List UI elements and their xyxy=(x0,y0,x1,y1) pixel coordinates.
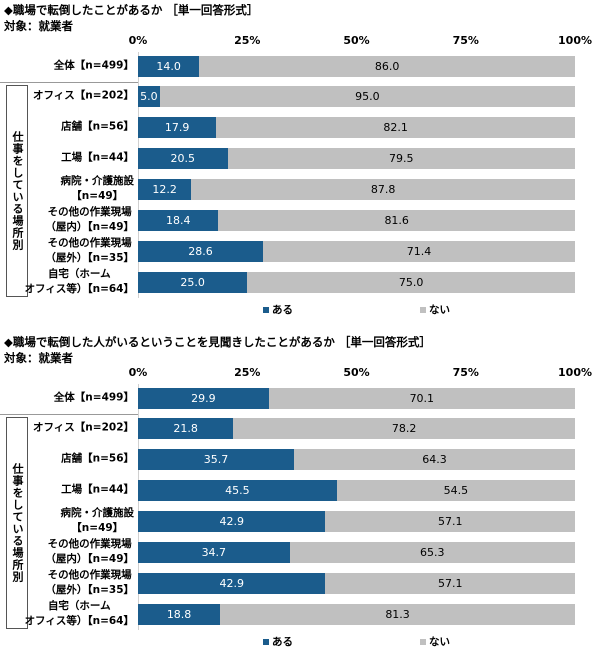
bar-no: 81.3 xyxy=(220,604,575,625)
chart-subtitle: 対象：就業者 xyxy=(4,19,73,33)
category-label: 病院・介護施設 【n=49】 xyxy=(60,507,135,534)
group-label-box: 仕事をしている場所別 xyxy=(6,417,28,629)
category-label: その他の作業現場 （屋内）【n=49】 xyxy=(45,538,134,565)
bar-yes: 21.8 xyxy=(138,418,234,439)
legend-item-no: ない xyxy=(420,302,450,317)
bar-no: 75.0 xyxy=(247,272,575,293)
bar-no: 87.8 xyxy=(191,179,575,200)
legend-swatch-no xyxy=(420,638,426,645)
axis-tick-label: 25% xyxy=(234,34,261,47)
bar-no: 78.2 xyxy=(233,418,575,439)
group-separator xyxy=(0,82,138,83)
category-label: 病院・介護施設 【n=49】 xyxy=(60,175,135,202)
category-label: 全体【n=499】 xyxy=(53,391,134,404)
bar-no: 71.4 xyxy=(262,241,575,262)
y-axis-line xyxy=(138,384,139,630)
bar-no: 57.1 xyxy=(325,511,575,532)
axis-tick-label: 25% xyxy=(234,366,261,379)
axis-tick-label: 75% xyxy=(452,366,479,379)
category-label: 自宅（ホーム オフィス等）【n=64】 xyxy=(24,268,134,295)
legend-item-no: ない xyxy=(420,634,450,649)
category-label: 店舗【n=56】 xyxy=(61,452,134,465)
bar-yes: 34.7 xyxy=(138,542,290,563)
group-label: 仕事をしている場所別 xyxy=(11,131,24,251)
chart-title: ◆職場で転倒したことがあるか ［単一回答形式］ xyxy=(4,3,259,17)
bar-no: 82.1 xyxy=(216,117,575,138)
legend-item-yes: ある xyxy=(263,302,293,317)
bar-yes: 5.0 xyxy=(138,86,160,107)
category-label: オフィス【n=202】 xyxy=(33,421,134,434)
legend-swatch-yes xyxy=(263,306,269,313)
bar-yes: 25.0 xyxy=(138,272,248,293)
bar-no: 86.0 xyxy=(199,56,575,77)
category-label: オフィス【n=202】 xyxy=(33,89,134,102)
category-label: 店舗【n=56】 xyxy=(61,120,134,133)
y-axis-line xyxy=(138,52,139,298)
group-label-box: 仕事をしている場所別 xyxy=(6,85,28,297)
bar-no: 54.5 xyxy=(336,480,575,501)
bar-no: 57.1 xyxy=(325,573,575,594)
chart-title: ◆職場で転倒した人がいるということを見聞きしたことがあるか ［単一回答形式］ xyxy=(4,335,431,349)
bar-no: 95.0 xyxy=(159,86,575,107)
axis-tick-label: 100% xyxy=(558,366,592,379)
axis-tick-label: 50% xyxy=(343,366,370,379)
chart-subtitle: 対象：就業者 xyxy=(4,351,73,365)
group-separator xyxy=(0,414,138,415)
bar-no: 79.5 xyxy=(227,148,575,169)
category-label: その他の作業現場 （屋外）【n=35】 xyxy=(45,237,134,264)
bar-yes: 28.6 xyxy=(138,241,263,262)
category-label: その他の作業現場 （屋内）【n=49】 xyxy=(45,206,134,233)
axis-tick-label: 100% xyxy=(558,34,592,47)
legend-label-yes: ある xyxy=(272,304,293,316)
bar-yes: 14.0 xyxy=(138,56,200,77)
axis-tick-label: 0% xyxy=(128,366,148,379)
category-label: 工場【n=44】 xyxy=(61,483,134,496)
legend-swatch-no xyxy=(420,306,426,313)
bar-no: 64.3 xyxy=(294,449,575,470)
legend-label-no: ない xyxy=(429,636,450,648)
bar-yes: 35.7 xyxy=(138,449,294,470)
category-label: 工場【n=44】 xyxy=(61,151,134,164)
bar-yes: 17.9 xyxy=(138,117,217,138)
bar-no: 81.6 xyxy=(218,210,575,231)
bar-yes: 20.5 xyxy=(138,148,228,169)
legend-swatch-yes xyxy=(263,638,269,645)
legend-item-yes: ある xyxy=(263,634,293,649)
category-label: 全体【n=499】 xyxy=(53,59,134,72)
legend-label-no: ない xyxy=(429,304,450,316)
axis-tick-label: 0% xyxy=(128,34,148,47)
bar-yes: 29.9 xyxy=(138,388,269,409)
axis-tick-label: 75% xyxy=(452,34,479,47)
bar-yes: 18.8 xyxy=(138,604,221,625)
bar-no: 70.1 xyxy=(268,388,575,409)
bar-yes: 42.9 xyxy=(138,573,326,594)
bar-yes: 45.5 xyxy=(138,480,337,501)
axis-tick-label: 50% xyxy=(343,34,370,47)
bar-yes: 12.2 xyxy=(138,179,192,200)
category-label: その他の作業現場 （屋外）【n=35】 xyxy=(45,569,134,596)
bar-no: 65.3 xyxy=(289,542,575,563)
category-label: 自宅（ホーム オフィス等）【n=64】 xyxy=(24,600,134,627)
bar-yes: 18.4 xyxy=(138,210,219,231)
bar-yes: 42.9 xyxy=(138,511,326,532)
group-label: 仕事をしている場所別 xyxy=(11,463,24,583)
legend-label-yes: ある xyxy=(272,636,293,648)
